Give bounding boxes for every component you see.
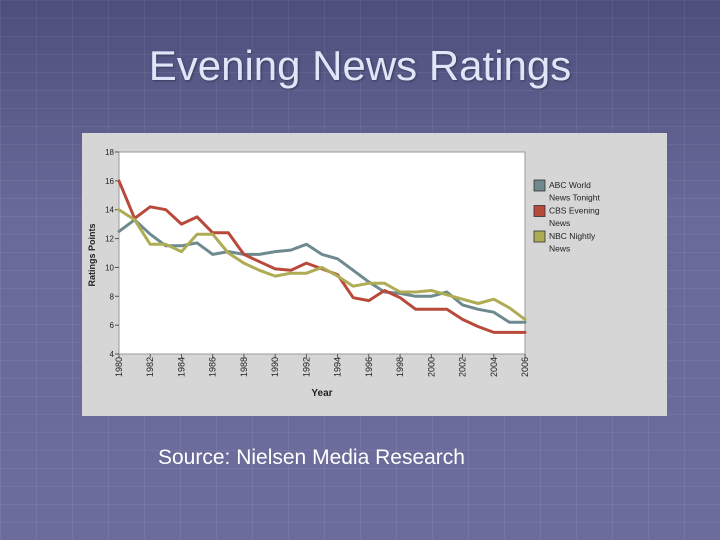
y-tick-label: 4: [110, 350, 115, 359]
x-tick-label: 1982: [145, 357, 155, 377]
x-axis-title: Year: [311, 388, 332, 399]
y-tick-label: 12: [105, 235, 114, 244]
slide-title: Evening News Ratings: [148, 42, 572, 89]
x-tick-label: 1988: [239, 357, 249, 377]
x-tick-label: 2006: [520, 357, 530, 377]
x-tick-label: 2004: [489, 357, 499, 377]
y-tick-label: 8: [110, 292, 115, 301]
x-tick-label: 1998: [395, 357, 405, 377]
legend-swatch-1: [533, 205, 546, 217]
y-tick-label: 10: [105, 263, 114, 272]
x-tick-label: 1992: [301, 357, 311, 377]
x-tick-label: 2002: [458, 357, 468, 377]
legend-label-0: ABC World News Tonight: [549, 180, 601, 203]
x-tick-label: 1980: [114, 357, 124, 377]
legend-swatch-2: [533, 230, 546, 243]
plot-area: 4 6 8 10 12 14 16 18 1980 1982 1984 1986 1988 1990 199…: [105, 148, 600, 377]
source-caption: Source: Nielsen Media Research: [158, 446, 465, 469]
x-tick-label: 1986: [208, 357, 218, 377]
y-axis-title: Ratings Points: [87, 223, 97, 286]
legend-label-2: NBC Nightly News: [549, 231, 596, 254]
x-tick-label: 1990: [270, 357, 280, 377]
y-tick-label: 14: [105, 206, 114, 215]
x-tick-label: 2000: [426, 357, 436, 377]
legend-swatch-0: [533, 179, 546, 192]
y-tick-label: 18: [105, 148, 114, 157]
series-line-2: [117, 208, 527, 321]
x-tick-label: 1996: [364, 357, 374, 377]
ratings-line-chart: 4 6 8 10 12 14 16 18 1980 1982 1984 1986 1988 1990 199…: [87, 148, 601, 399]
x-tick-label: 1994: [333, 357, 343, 377]
legend-label-1: CBS Evening News: [549, 206, 600, 229]
chart-panel: 4 6 8 10 12 14 16 18 1980 1982 1984 1986 1988 1990 199…: [82, 133, 667, 416]
x-tick-label: 1984: [176, 357, 186, 377]
y-tick-label: 6: [110, 321, 115, 330]
y-tick-label: 16: [105, 177, 114, 186]
